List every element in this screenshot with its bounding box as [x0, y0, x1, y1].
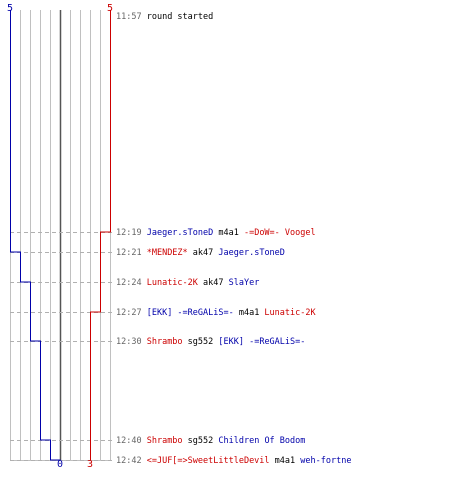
- red-player-name: *MENDEZ*: [147, 248, 188, 258]
- blue-player-name: [EKK] -=ReGALiS=-: [147, 308, 234, 318]
- red-player-name: <=JUF[=>SweetLittleDevil: [147, 456, 270, 466]
- event-time: 12:24: [116, 278, 147, 288]
- event-log: 11:57 round started 12:19 Jaeger.sToneD m…: [116, 12, 351, 466]
- event-weapon: sg552: [183, 337, 214, 347]
- event-row: 12:21 *MENDEZ* ak47 Jaeger.sToneD: [116, 248, 285, 258]
- score-labels: 5 5 0 3: [7, 3, 113, 470]
- event-time: 12:30: [116, 337, 147, 347]
- event-guide-lines: [10, 232, 112, 461]
- event-weapon: m4a1: [234, 308, 260, 318]
- grid-layer: [10, 10, 111, 461]
- event-time: 12:40: [116, 436, 147, 446]
- event-time: 12:42: [116, 456, 147, 466]
- red-player-name: Shrambo: [147, 436, 183, 446]
- event-row: 12:30 Shrambo sg552 [EKK] -=ReGALiS=-: [116, 337, 305, 347]
- team-step-lines: [10, 10, 111, 461]
- blue-player-name: [EKK] -=ReGALiS=-: [213, 337, 305, 347]
- red-start-count: 5: [107, 3, 113, 14]
- event-weapon: round started: [147, 12, 214, 22]
- event-row: 12:24 Lunatic-2K ak47 SlaYer: [116, 278, 259, 288]
- blue-player-name: Jaeger.sToneD: [147, 228, 214, 238]
- event-row: 12:27 [EKK] -=ReGALiS=- m4a1 Lunatic-2K: [116, 308, 316, 318]
- event-weapon: sg552: [183, 436, 214, 446]
- red-team-step-line: [90, 10, 111, 460]
- blue-team-step-line: [10, 10, 61, 461]
- red-player-name: Lunatic-2K: [259, 308, 316, 318]
- event-time: 11:57: [116, 12, 147, 22]
- red-player-name: -=DoW=- Voogel: [239, 228, 316, 238]
- blue-player-name: SlaYer: [224, 278, 260, 288]
- blue-player-name: weh-fortne: [295, 456, 351, 466]
- event-time: 12:21: [116, 248, 147, 258]
- event-weapon: m4a1: [213, 228, 239, 238]
- event-row: 12:19 Jaeger.sToneD m4a1 -=DoW=- Voogel: [116, 228, 316, 238]
- blue-player-name: Children Of Bodom: [213, 436, 305, 446]
- red-end-count: 3: [87, 459, 93, 470]
- blue-player-name: Jaeger.sToneD: [213, 248, 285, 258]
- blue-end-count: 0: [57, 459, 63, 470]
- red-player-name: Lunatic-2K: [147, 278, 199, 288]
- event-time: 12:27: [116, 308, 147, 318]
- event-weapon: ak47: [198, 278, 224, 288]
- event-row: 12:40 Shrambo sg552 Children Of Bodom: [116, 436, 305, 446]
- event-row: 12:42 <=JUF[=>SweetLittleDevil m4a1 weh-…: [116, 456, 351, 466]
- blue-start-count: 5: [7, 3, 13, 14]
- red-player-name: Shrambo: [147, 337, 183, 347]
- event-row: 11:57 round started: [116, 12, 213, 22]
- event-weapon: ak47: [188, 248, 214, 258]
- event-weapon: m4a1: [270, 456, 296, 466]
- event-time: 12:19: [116, 228, 147, 238]
